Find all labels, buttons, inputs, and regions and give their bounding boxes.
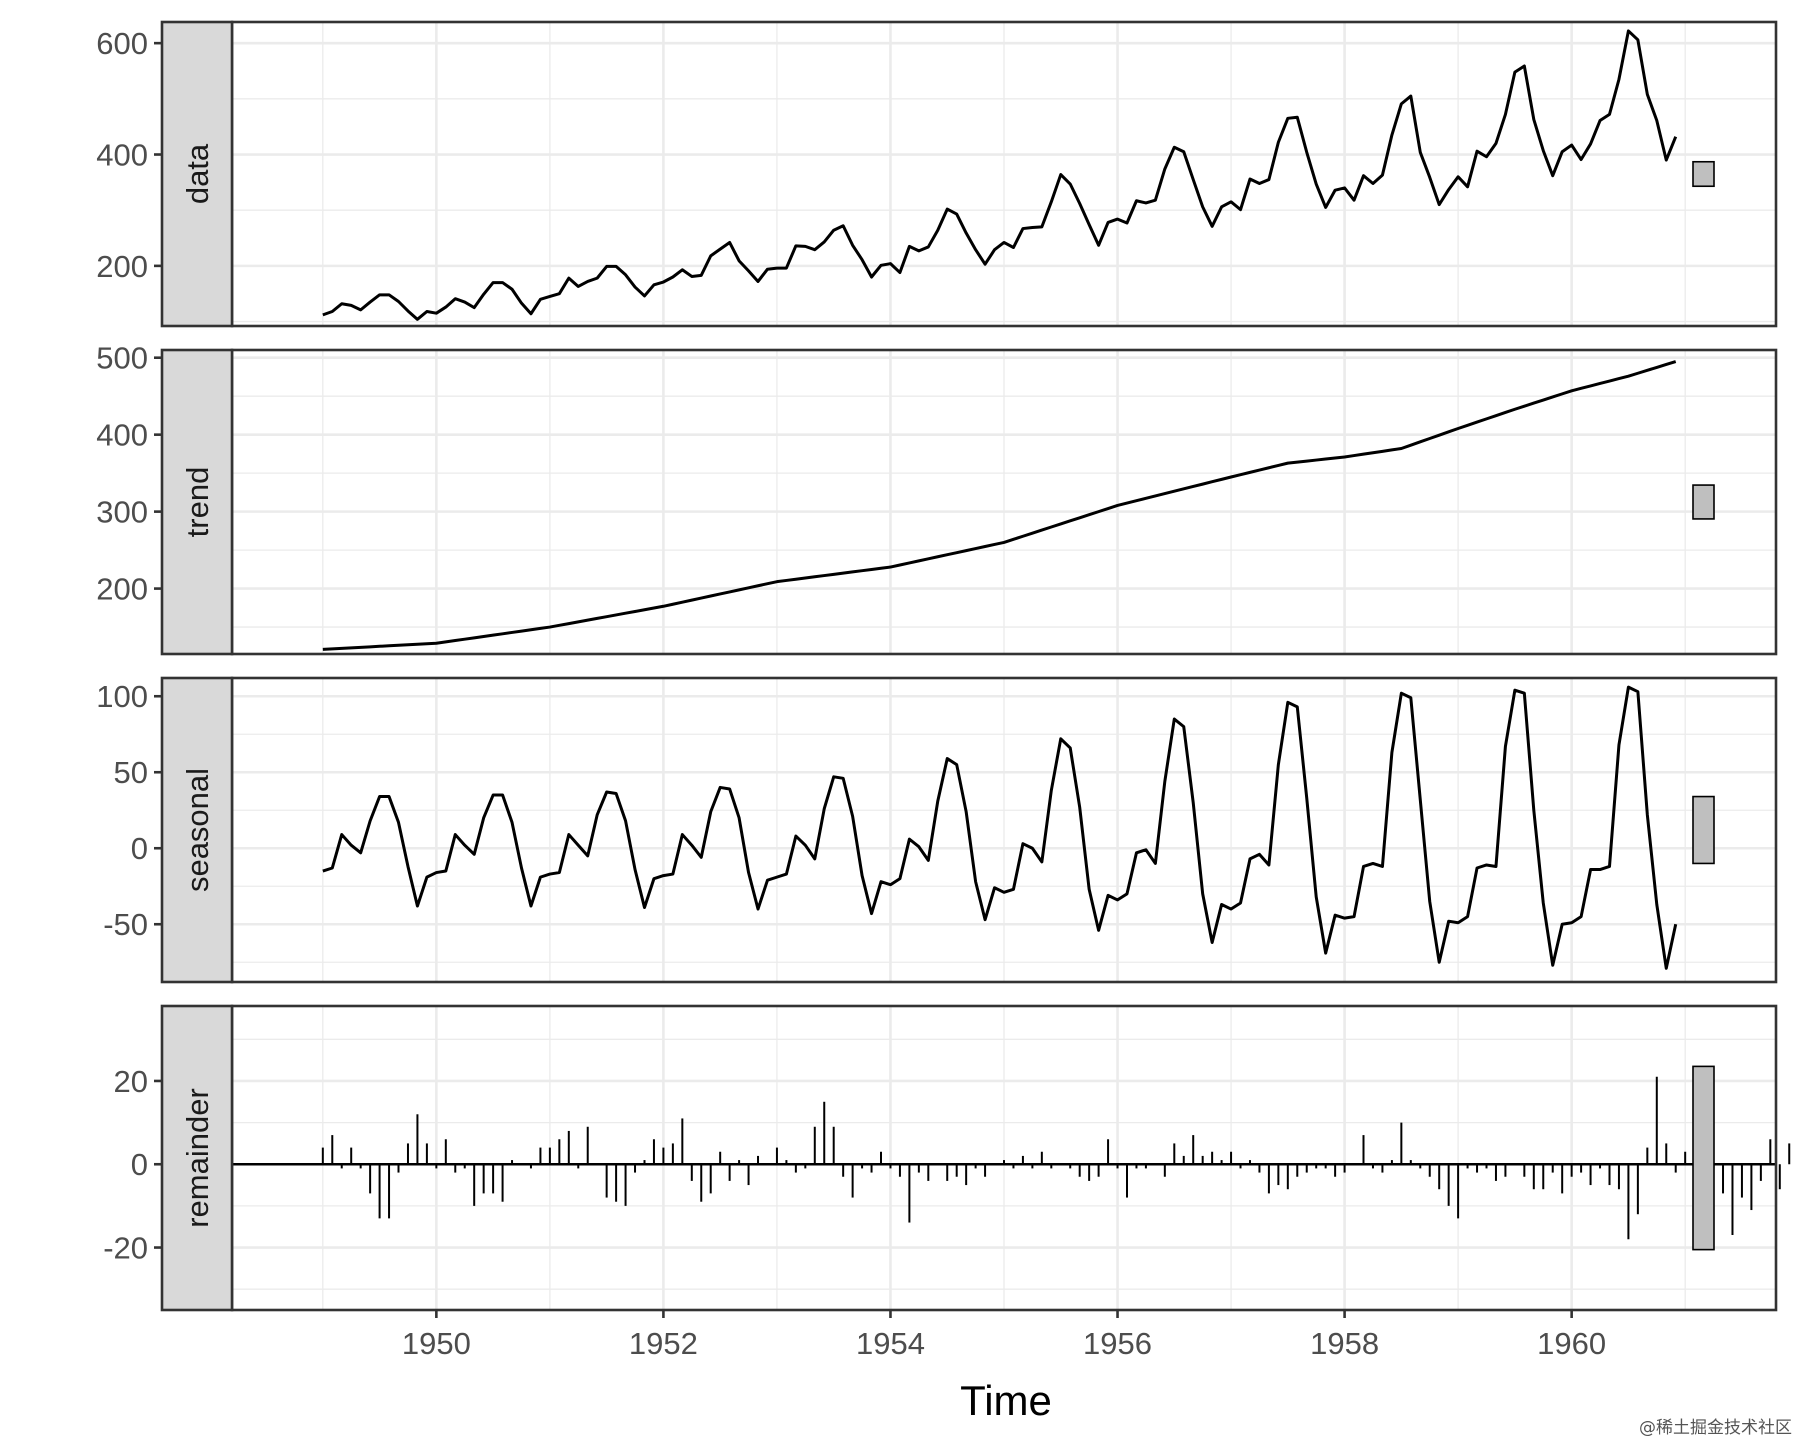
trend-series-line	[322, 360, 1677, 651]
y-tick-label: 20	[114, 1064, 148, 1099]
y-tick-label: 200	[96, 572, 148, 607]
y-tick-label: 100	[96, 679, 148, 714]
y-tick-label: -50	[103, 907, 148, 942]
remainder-scale-bar	[1692, 1065, 1715, 1251]
x-tick-label: 1954	[856, 1326, 925, 1361]
strip-background	[160, 1004, 234, 1312]
strip-label-remainder: remainder	[180, 1088, 215, 1228]
y-tick-label: 200	[96, 249, 148, 284]
data-scale-bar	[1692, 160, 1715, 188]
seasonal-scale-bar	[1692, 795, 1715, 865]
x-tick-label: 1958	[1310, 1326, 1379, 1361]
data-series-line	[322, 29, 1678, 321]
y-tick-label: 0	[131, 831, 148, 866]
strip-background	[160, 676, 234, 984]
y-tick-label: 0	[131, 1147, 148, 1182]
strip-background	[160, 348, 234, 656]
panel-remainder: remainder -20 0 20	[103, 1004, 1791, 1312]
trend-scale-bar	[1692, 484, 1715, 520]
panel-data: data 200 400 600	[96, 20, 1778, 328]
panels-group: data200400600trend200300400500seasonal-5…	[96, 20, 1791, 1312]
panel-trend: trend 200 300 400 500	[96, 341, 1778, 656]
panel-seasonal: seasonal -50 0 50 100	[96, 676, 1778, 984]
y-tick-label: 50	[114, 755, 148, 790]
watermark-text: @稀土掘金技术社区	[1639, 1418, 1792, 1438]
strip-background	[160, 20, 234, 328]
x-tick-label: 1952	[629, 1326, 698, 1361]
x-axis: 1950 1952 1954 1956 1958 1960	[402, 1310, 1606, 1361]
y-tick-label: 300	[96, 495, 148, 530]
x-tick-label: 1956	[1083, 1326, 1152, 1361]
strip-label-data: data	[180, 143, 215, 204]
y-tick-label: 400	[96, 138, 148, 173]
y-tick-label: 500	[96, 341, 148, 376]
strip-label-seasonal: seasonal	[180, 768, 215, 892]
seasonal-series-line	[322, 685, 1678, 970]
x-tick-label: 1950	[402, 1326, 471, 1361]
y-tick-label: -20	[103, 1231, 148, 1266]
x-axis-title: Time	[960, 1377, 1052, 1424]
y-tick-label: 600	[96, 26, 148, 61]
y-tick-label: 400	[96, 418, 148, 453]
x-tick-label: 1960	[1537, 1326, 1606, 1361]
strip-label-trend: trend	[180, 467, 215, 538]
